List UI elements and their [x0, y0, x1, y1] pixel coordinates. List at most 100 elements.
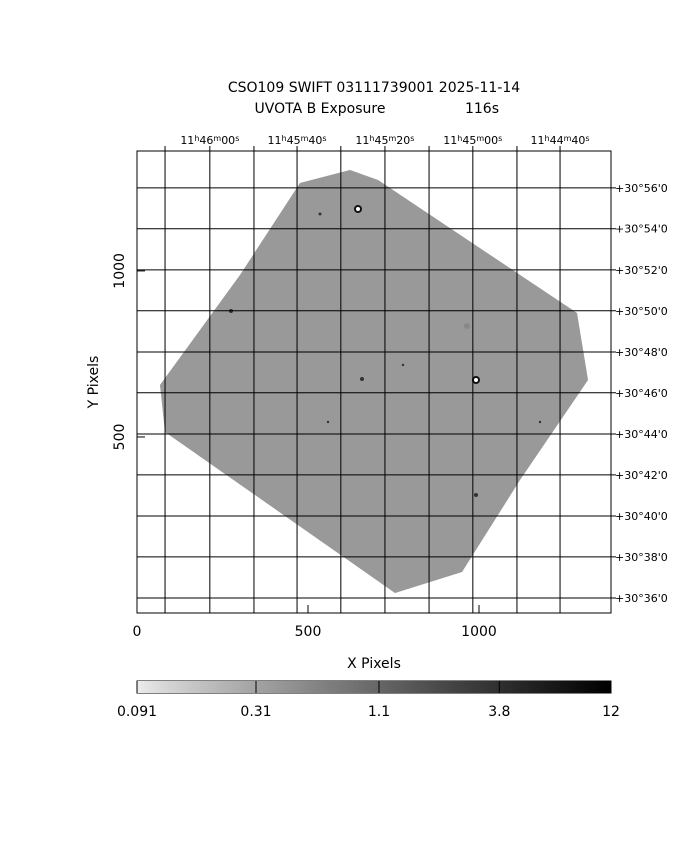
colorbar-cell	[156, 681, 162, 693]
colorbar-cell	[397, 681, 403, 693]
colorbar-cell	[216, 681, 221, 693]
dec-tick-label: +30°38'0	[615, 551, 668, 564]
colorbar-cell	[595, 681, 600, 693]
colorbar-cell	[583, 681, 588, 693]
colorbar-cell	[516, 681, 521, 693]
colorbar-cell	[188, 681, 193, 693]
colorbar-cell	[251, 681, 256, 693]
colorbar-cell	[350, 681, 355, 693]
colorbar-cell	[385, 681, 391, 693]
colorbar-cell	[421, 681, 426, 693]
colorbar-cell	[409, 681, 414, 693]
colorbar-cell	[231, 681, 237, 693]
colorbar-cell	[401, 681, 407, 693]
dec-tick-label: +30°42'0	[615, 469, 668, 482]
colorbar-cell	[271, 681, 276, 693]
colorbar-cell	[208, 681, 213, 693]
colorbar-cell	[223, 681, 229, 693]
colorbar-cell	[200, 681, 205, 693]
colorbar-cell	[571, 681, 576, 693]
colorbar-cell	[168, 681, 174, 693]
dec-tick-label: +30°54'0	[615, 223, 668, 236]
x-tick-label: 1000	[461, 624, 497, 640]
colorbar-cell	[366, 681, 371, 693]
colorbar-cell	[389, 681, 395, 693]
y-tick-label: 1000	[112, 253, 128, 289]
colorbar-cell	[456, 681, 462, 693]
chart-title: CSO109 SWIFT 03111739001 2025-11-14	[228, 80, 520, 96]
colorbar-cell	[441, 681, 446, 693]
ra-tick-label: 11h45m00s	[443, 134, 502, 147]
colorbar-cell	[413, 681, 418, 693]
x-tick-label: 500	[295, 624, 322, 640]
colorbar-tick-label: 0.31	[240, 704, 271, 720]
colorbar-cell	[480, 681, 486, 693]
colorbar-cell	[148, 681, 154, 693]
colorbar-cell	[496, 681, 501, 693]
colorbar-cell	[204, 681, 209, 693]
colorbar-cell	[579, 681, 584, 693]
colorbar-cell	[393, 681, 399, 693]
colorbar-cell	[374, 681, 379, 693]
dec-tick-label: +30°48'0	[615, 346, 668, 359]
colorbar-cell	[330, 681, 335, 693]
dec-tick-label: +30°44'0	[615, 428, 668, 441]
colorbar-cell	[310, 681, 316, 693]
colorbar-tick-label: 12	[602, 704, 620, 720]
colorbar-cell	[219, 681, 225, 693]
colorbar-cell	[607, 681, 612, 693]
colorbar-cell	[247, 681, 253, 693]
colorbar-cell	[563, 681, 569, 693]
colorbar-cell	[535, 681, 541, 693]
colorbar-cell	[326, 681, 332, 693]
colorbar-cell	[243, 681, 249, 693]
colorbar-cell	[547, 681, 553, 693]
colorbar-cell	[283, 681, 288, 693]
colorbar-cell	[417, 681, 422, 693]
colorbar-cell	[575, 681, 580, 693]
colorbar-cell	[267, 681, 272, 693]
colorbar-cell	[445, 681, 450, 693]
colorbar-cell	[543, 681, 549, 693]
colorbar-cell	[377, 681, 383, 693]
colorbar-cell	[184, 681, 189, 693]
colorbar-cell	[196, 681, 201, 693]
colorbar-cell	[176, 681, 181, 693]
colorbar-cell	[287, 681, 292, 693]
colorbar-cell	[140, 681, 146, 693]
colorbar-cell	[354, 681, 359, 693]
colorbar-cell	[160, 681, 166, 693]
colorbar-cell	[227, 681, 233, 693]
colorbar-cell	[464, 681, 470, 693]
colorbar-cell	[567, 681, 572, 693]
colorbar-cell	[484, 681, 490, 693]
colorbar-cell	[520, 681, 525, 693]
colorbar-cell	[524, 681, 529, 693]
colorbar-cell	[314, 681, 320, 693]
colorbar-cell	[492, 681, 497, 693]
colorbar-cell	[192, 681, 197, 693]
colorbar-cell	[164, 681, 170, 693]
dec-tick-label: +30°36'0	[615, 592, 668, 605]
colorbar-cell	[472, 681, 478, 693]
colorbar-cell	[555, 681, 561, 693]
ra-tick-label: 11h45m40s	[268, 134, 327, 147]
colorbar-cell	[235, 681, 241, 693]
colorbar-cell	[512, 681, 517, 693]
exposure: 116s	[465, 101, 499, 117]
colorbar-cell	[263, 681, 268, 693]
colorbar-cell	[259, 681, 264, 693]
colorbar-cell	[508, 681, 513, 693]
ra-tick-label: 11h45m20s	[355, 134, 414, 147]
colorbar-cell	[405, 681, 411, 693]
colorbar-cell	[433, 681, 438, 693]
colorbar-cell	[591, 681, 596, 693]
x-axis-label: X Pixels	[347, 656, 401, 672]
colorbar-cell	[449, 681, 454, 693]
colorbar-cell	[362, 681, 367, 693]
colorbar-cell	[370, 681, 375, 693]
colorbar-cell	[291, 681, 296, 693]
colorbar-cell	[342, 681, 347, 693]
colorbar-cell	[152, 681, 158, 693]
plot-frame	[136, 150, 612, 614]
